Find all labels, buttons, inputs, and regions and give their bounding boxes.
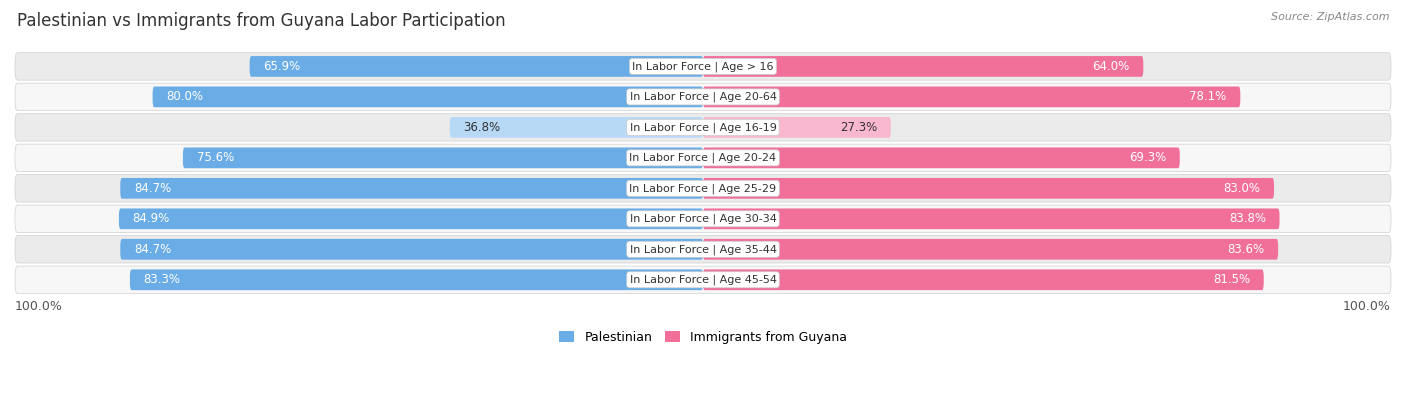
FancyBboxPatch shape (450, 117, 703, 138)
FancyBboxPatch shape (15, 114, 1391, 141)
FancyBboxPatch shape (703, 209, 1279, 229)
Text: In Labor Force | Age 35-44: In Labor Force | Age 35-44 (630, 244, 776, 254)
Text: In Labor Force | Age 20-64: In Labor Force | Age 20-64 (630, 92, 776, 102)
FancyBboxPatch shape (15, 266, 1391, 293)
Legend: Palestinian, Immigrants from Guyana: Palestinian, Immigrants from Guyana (554, 326, 852, 349)
Text: 83.6%: 83.6% (1227, 243, 1264, 256)
Text: In Labor Force | Age 16-19: In Labor Force | Age 16-19 (630, 122, 776, 133)
FancyBboxPatch shape (703, 147, 1180, 168)
FancyBboxPatch shape (15, 235, 1391, 263)
Text: 83.0%: 83.0% (1223, 182, 1260, 195)
Text: 64.0%: 64.0% (1092, 60, 1129, 73)
Text: 84.7%: 84.7% (134, 243, 172, 256)
Text: 83.8%: 83.8% (1229, 213, 1265, 225)
FancyBboxPatch shape (121, 239, 703, 260)
Text: 84.7%: 84.7% (134, 182, 172, 195)
FancyBboxPatch shape (703, 117, 891, 138)
FancyBboxPatch shape (703, 56, 1143, 77)
FancyBboxPatch shape (15, 53, 1391, 80)
Text: In Labor Force | Age 45-54: In Labor Force | Age 45-54 (630, 275, 776, 285)
Text: 83.3%: 83.3% (143, 273, 180, 286)
Text: 65.9%: 65.9% (263, 60, 301, 73)
Text: 100.0%: 100.0% (15, 299, 63, 312)
Text: In Labor Force | Age 25-29: In Labor Force | Age 25-29 (630, 183, 776, 194)
Text: In Labor Force | Age 30-34: In Labor Force | Age 30-34 (630, 214, 776, 224)
FancyBboxPatch shape (15, 175, 1391, 202)
FancyBboxPatch shape (703, 239, 1278, 260)
Text: In Labor Force | Age 20-24: In Labor Force | Age 20-24 (630, 152, 776, 163)
FancyBboxPatch shape (15, 83, 1391, 111)
FancyBboxPatch shape (703, 87, 1240, 107)
Text: 81.5%: 81.5% (1213, 273, 1250, 286)
FancyBboxPatch shape (15, 144, 1391, 171)
Text: In Labor Force | Age > 16: In Labor Force | Age > 16 (633, 61, 773, 71)
FancyBboxPatch shape (250, 56, 703, 77)
FancyBboxPatch shape (15, 205, 1391, 233)
Text: 100.0%: 100.0% (1343, 299, 1391, 312)
FancyBboxPatch shape (703, 178, 1274, 199)
Text: 69.3%: 69.3% (1129, 151, 1166, 164)
Text: 36.8%: 36.8% (464, 121, 501, 134)
Text: 78.1%: 78.1% (1189, 90, 1226, 103)
Text: 80.0%: 80.0% (166, 90, 204, 103)
FancyBboxPatch shape (183, 147, 703, 168)
Text: Palestinian vs Immigrants from Guyana Labor Participation: Palestinian vs Immigrants from Guyana La… (17, 12, 506, 30)
FancyBboxPatch shape (120, 209, 703, 229)
Text: 27.3%: 27.3% (839, 121, 877, 134)
Text: 84.9%: 84.9% (132, 213, 170, 225)
FancyBboxPatch shape (153, 87, 703, 107)
FancyBboxPatch shape (121, 178, 703, 199)
FancyBboxPatch shape (703, 269, 1264, 290)
Text: Source: ZipAtlas.com: Source: ZipAtlas.com (1271, 12, 1389, 22)
FancyBboxPatch shape (129, 269, 703, 290)
Text: 75.6%: 75.6% (197, 151, 233, 164)
